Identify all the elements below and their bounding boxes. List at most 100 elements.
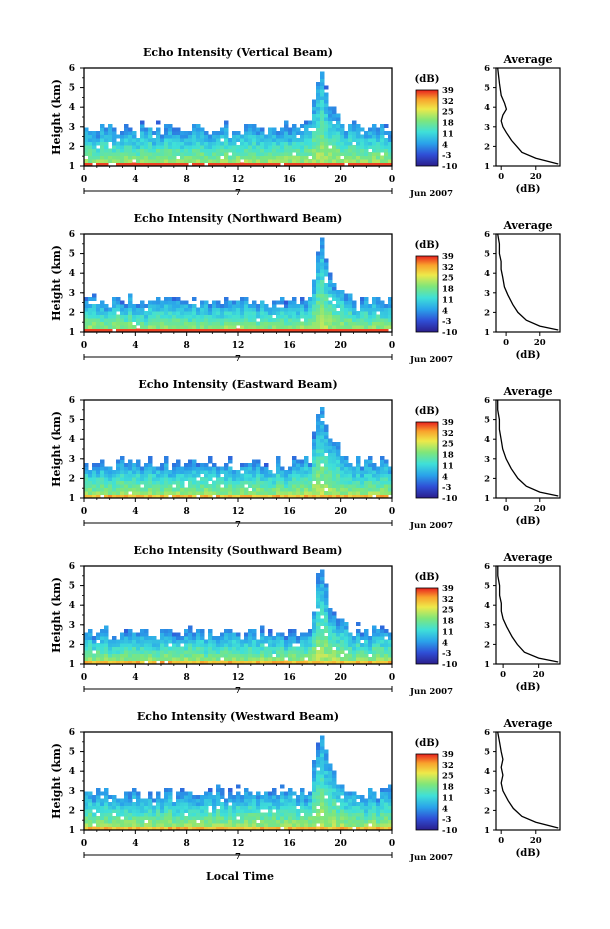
echo-cell — [136, 795, 141, 799]
echo-cell — [128, 138, 133, 142]
echo-cell — [168, 823, 173, 827]
echo-cell — [100, 657, 105, 661]
echo-cell — [332, 442, 337, 446]
echo-cell — [240, 152, 245, 156]
echo-cell — [212, 138, 217, 142]
echo-cell — [180, 788, 185, 792]
echo-cell — [380, 826, 385, 831]
echo-cell — [344, 798, 349, 803]
echo-cell — [296, 484, 301, 488]
echo-cell — [84, 823, 89, 827]
echo-cell — [244, 297, 249, 301]
echo-cell — [148, 141, 153, 146]
echo-cell — [144, 325, 149, 329]
echo-cell — [288, 152, 293, 156]
echo-cell — [296, 653, 301, 658]
y-tick-label: 2 — [69, 142, 75, 152]
echo-cell — [184, 314, 189, 319]
echo-cell — [212, 311, 217, 315]
echo-cell — [260, 646, 265, 651]
echo-cell — [280, 795, 285, 799]
echo-cell — [380, 823, 385, 827]
echo-cell — [128, 823, 133, 827]
echo-cell — [108, 494, 113, 499]
echo-cell — [288, 636, 293, 640]
echo-cell — [228, 328, 233, 333]
echo-cell — [140, 660, 145, 665]
echo-cell — [296, 660, 301, 665]
echo-cell — [148, 162, 153, 167]
echo-cell — [320, 117, 325, 121]
echo-cell — [340, 632, 345, 637]
echo-cell — [376, 307, 381, 312]
echo-cell — [292, 791, 297, 796]
echo-cell — [92, 145, 97, 149]
echo-cell — [116, 162, 121, 167]
echo-cell — [108, 660, 113, 665]
echo-cell — [160, 325, 165, 329]
echo-cell — [124, 636, 129, 640]
echo-cell — [120, 826, 125, 831]
echo-cell — [232, 809, 237, 813]
echo-cell — [324, 784, 329, 789]
echo-cell — [340, 293, 345, 298]
echo-cell — [388, 131, 393, 135]
echo-cell — [140, 321, 145, 326]
echo-cell — [164, 788, 169, 792]
echo-cell — [136, 145, 141, 149]
x-tick-label: 8 — [184, 175, 190, 185]
x-tick-label: 16 — [283, 507, 296, 517]
echo-cell — [188, 466, 193, 471]
echo-cell — [164, 480, 169, 485]
echo-cell — [164, 307, 169, 312]
echo-cell — [136, 646, 141, 651]
echo-cell — [208, 325, 213, 329]
echo-cell — [360, 816, 365, 820]
echo-cell — [256, 325, 261, 329]
echo-cell — [316, 141, 321, 146]
echo-cell — [360, 494, 365, 499]
echo-cell — [180, 812, 185, 817]
panel-title: Echo Intensity (Vertical Beam) — [143, 46, 333, 59]
echo-cell — [168, 304, 173, 308]
echo-cell — [124, 660, 129, 665]
echo-cell — [104, 798, 109, 803]
echo-cell — [316, 96, 321, 100]
echo-cell — [368, 802, 373, 806]
echo-cell — [132, 826, 137, 831]
echo-cell — [292, 321, 297, 326]
echo-cell — [180, 134, 185, 139]
echo-cell — [264, 802, 269, 806]
echo-cell — [124, 162, 129, 167]
echo-cell — [352, 487, 357, 492]
echo-cell — [156, 798, 161, 803]
echo-cell — [180, 131, 185, 135]
echo-cell — [84, 650, 89, 654]
echo-cell — [348, 826, 353, 831]
echo-cell — [100, 636, 105, 640]
echo-cell — [312, 124, 317, 128]
echo-cell — [188, 636, 193, 640]
echo-cell — [164, 632, 169, 637]
echo-cell — [316, 590, 321, 595]
echo-cell — [324, 438, 329, 443]
echo-cell — [320, 739, 325, 743]
echo-cell — [148, 660, 153, 665]
echo-cell — [240, 155, 245, 160]
echo-cell — [288, 650, 293, 654]
echo-cell — [316, 414, 321, 418]
echo-cell — [200, 660, 205, 665]
echo-cell — [332, 318, 337, 322]
echo-cell — [268, 473, 273, 478]
echo-cell — [312, 823, 317, 827]
echo-cell — [332, 321, 337, 326]
echo-cell — [288, 653, 293, 658]
echo-cell — [312, 459, 317, 464]
echo-cell — [276, 816, 281, 820]
echo-cell — [312, 138, 317, 142]
echo-cell — [200, 494, 205, 499]
echo-cell — [140, 826, 145, 831]
echo-cell — [236, 653, 241, 658]
echo-cell — [172, 297, 177, 301]
echo-cell — [244, 304, 249, 308]
